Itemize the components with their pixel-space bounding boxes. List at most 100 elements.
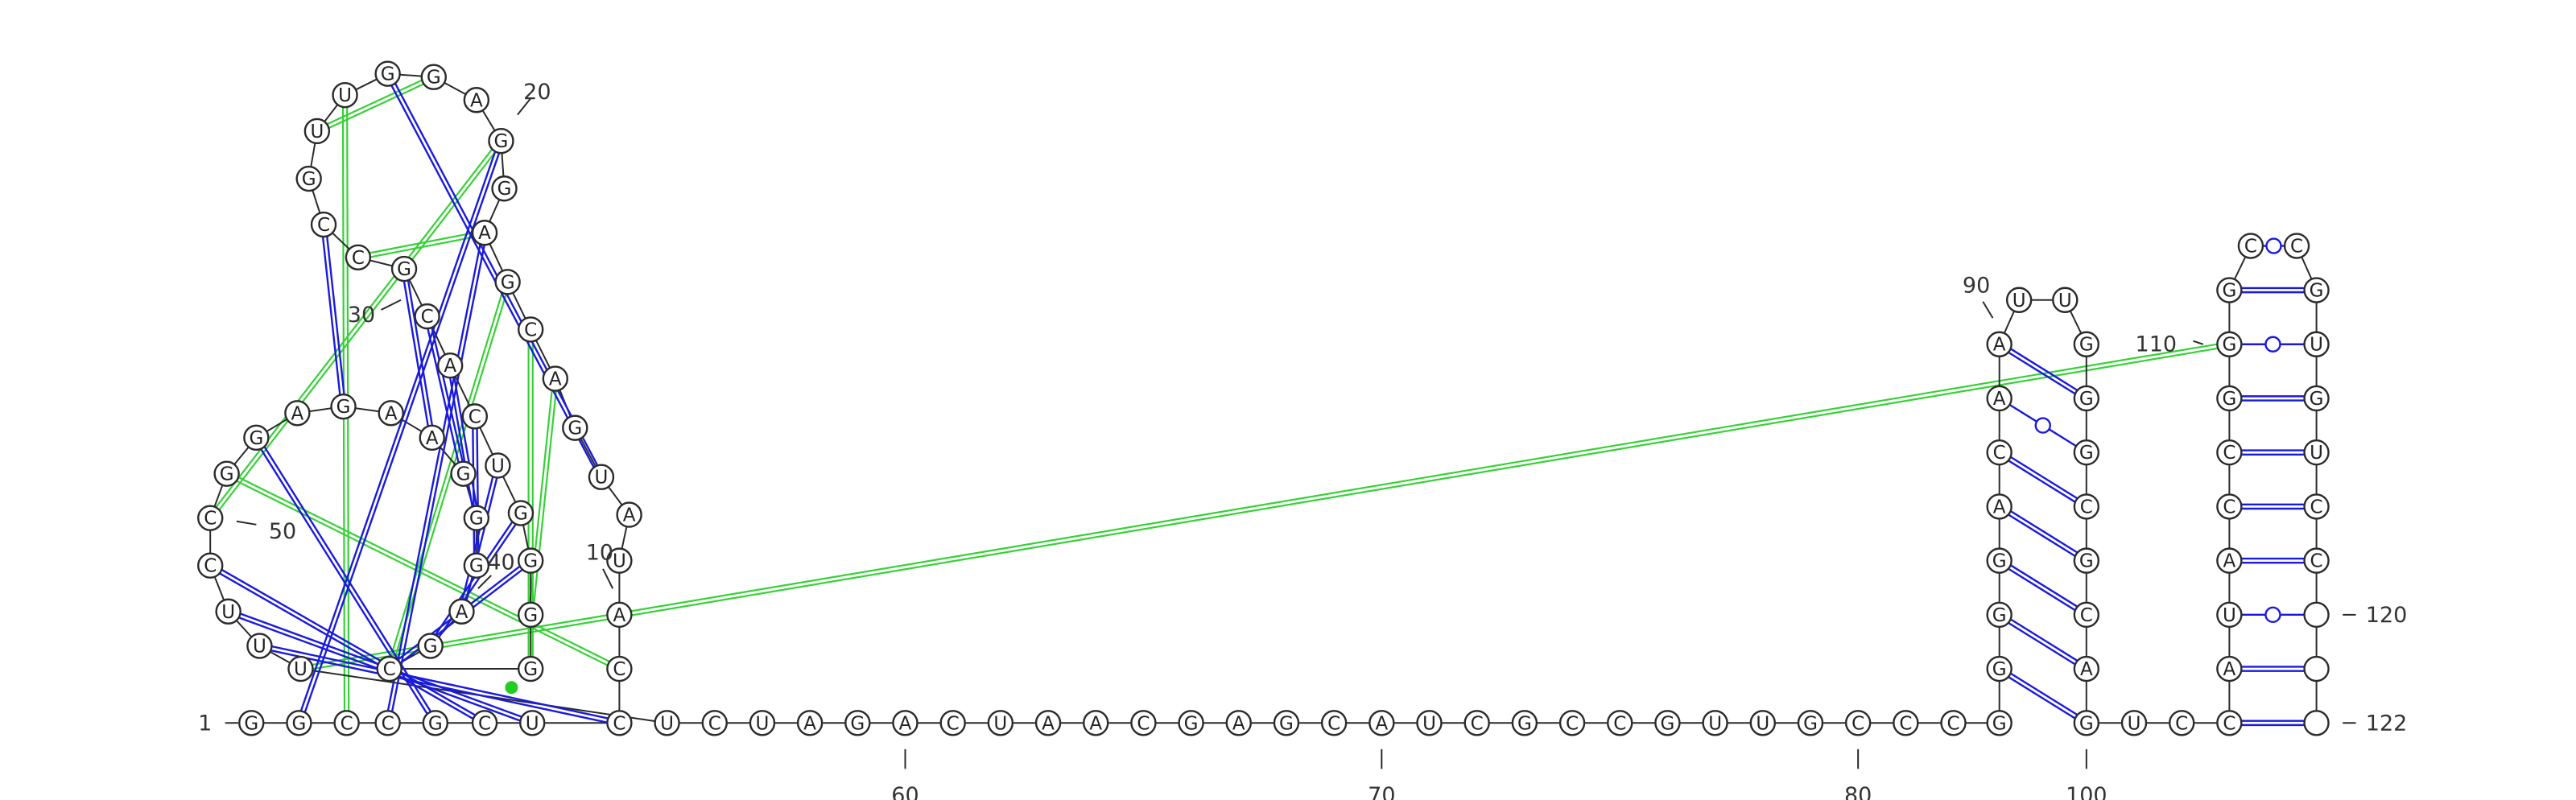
nucleotide-letter: U: [756, 713, 770, 734]
nucleotide-115: U: [2305, 332, 2329, 357]
nucleotide-29: G: [392, 257, 416, 281]
position-label-120: 120: [2366, 603, 2408, 628]
wobble-pair-marker: [2266, 239, 2281, 254]
nucleotide-90: A: [1988, 332, 2012, 357]
nucleotide-5: G: [423, 711, 448, 735]
nucleotide-33: U: [485, 453, 510, 477]
nucleotide-letter: C: [2290, 237, 2303, 258]
base-pair-line: [2011, 565, 2078, 606]
nucleotide-76: G: [1655, 711, 1679, 735]
nucleotide-letter: G: [501, 272, 515, 293]
nucleotide-letter: G: [302, 169, 316, 190]
nucleotide-letter: G: [1803, 713, 1818, 734]
nucleotide-letter: G: [2079, 551, 2094, 572]
nucleotide-letter: G: [1992, 659, 2007, 680]
nucleotide-letter: U: [660, 713, 674, 734]
nucleotide-18: A: [473, 221, 497, 245]
position-label-90: 90: [1963, 273, 1990, 298]
nucleotide-letter: A: [1232, 713, 1245, 734]
nucleotide-letter: G: [469, 556, 484, 577]
nucleotide-9: C: [607, 657, 631, 681]
nucleotide-letter: A: [1993, 389, 2006, 410]
nucleotide-114: G: [2305, 278, 2329, 303]
nucleotide-letter: C: [2080, 497, 2093, 518]
nucleotide-48: G: [244, 426, 268, 450]
nucleotide-letter: G: [1992, 605, 2007, 626]
base-pair-line: [2008, 569, 2075, 610]
nucleotide-letter: G: [2079, 443, 2094, 464]
nucleotide-66: G: [1179, 711, 1203, 735]
nucleotide-52: U: [217, 600, 241, 624]
nucleotide-37: G: [518, 657, 543, 681]
nucleotide-letter: C: [613, 713, 625, 734]
nucleotide-letter: G: [428, 713, 443, 734]
nucleotide-106: A: [2217, 549, 2241, 573]
nucleotide-58: A: [798, 711, 822, 735]
nucleotide-letter: G: [1661, 713, 1675, 734]
nucleotide-28: C: [346, 245, 370, 270]
nucleotide-letter: C: [204, 556, 217, 577]
nucleotide-120: [2305, 603, 2329, 627]
nucleotide-38: C: [378, 657, 402, 681]
nucleotide-35: G: [518, 549, 543, 573]
nucleotide-119: C: [2305, 549, 2329, 573]
position-labels: 1102030405060 70 8090100110120122: [198, 80, 2407, 800]
nucleotide-letter: C: [1137, 713, 1150, 734]
base-pair-line: [2008, 515, 2075, 556]
tertiary-interaction-line: [313, 348, 2218, 669]
nucleotide-circle: [2305, 711, 2329, 735]
nucleotide-94: G: [2074, 386, 2099, 410]
nucleotide-letter: G: [494, 131, 509, 152]
base-pair-line: [2011, 620, 2078, 661]
nucleotide-95: G: [2074, 440, 2099, 464]
nucleotide-letter: G: [2222, 281, 2236, 302]
base-pair-line: [2011, 674, 2078, 715]
wobble-pair-marker: [2265, 337, 2280, 352]
nucleotide-letter: C: [421, 307, 434, 328]
nucleotide-104: A: [2217, 657, 2241, 681]
nucleotide-letter: U: [253, 637, 266, 658]
nucleotide-64: A: [1084, 711, 1108, 735]
nucleotide-letter: G: [568, 419, 582, 439]
nucleotide-letter: G: [514, 504, 528, 525]
nucleotide-74: C: [1560, 711, 1584, 735]
base-pair-line: [2008, 677, 2075, 718]
nucleotide-letter: C: [317, 215, 330, 236]
pseudoknot-lines: [216, 80, 2218, 711]
base-pair-line: [2008, 623, 2075, 664]
nucleotide-circle: [2305, 603, 2329, 627]
nucleotide-circle: [2305, 657, 2329, 681]
nucleotide-22: G: [422, 65, 446, 89]
nucleotide-letter: C: [1471, 713, 1484, 734]
base-pair-line: [2008, 460, 2075, 501]
nucleotide-49: G: [215, 462, 239, 486]
base-pair-line: [272, 646, 609, 718]
nucleotide-letter: C: [382, 713, 394, 734]
nucleotide-78: U: [1751, 711, 1775, 735]
nucleotide-letter: C: [2223, 713, 2235, 734]
nucleotide-70: A: [1369, 711, 1393, 735]
nucleotide-3: C: [335, 711, 359, 735]
tertiary-interaction-line: [219, 152, 495, 510]
nucleotide-letter: U: [2310, 443, 2323, 464]
nucleotide-letter: C: [1946, 713, 1959, 734]
nucleotide-letter: C: [1993, 443, 2006, 464]
nucleotide-85: G: [1988, 603, 2012, 627]
nucleotide-44: A: [420, 426, 444, 450]
position-label-30: 30: [348, 303, 375, 328]
nucleotide-4: C: [376, 711, 400, 735]
position-label-1: 1: [198, 711, 212, 736]
nucleotide-91: U: [2007, 288, 2031, 312]
position-label-70: 70: [1368, 783, 1395, 800]
position-label-122: 122: [2366, 711, 2408, 736]
nucleotide-107: C: [2217, 494, 2241, 518]
nucleotide-83: G: [1988, 711, 2012, 735]
position-label-80: 80: [1844, 783, 1872, 800]
nucleotide-letter: A: [1993, 335, 2006, 356]
nucleotide-letter: G: [292, 713, 307, 734]
base-pair-line: [2011, 511, 2078, 552]
nucleotide-55: U: [655, 711, 679, 735]
position-label-20: 20: [523, 80, 551, 105]
nucleotide-25: U: [305, 119, 329, 143]
